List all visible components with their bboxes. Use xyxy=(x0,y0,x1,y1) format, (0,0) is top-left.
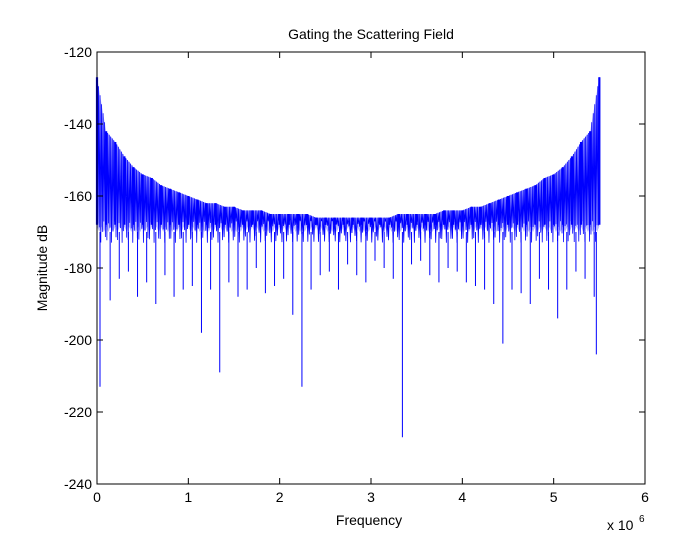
y-tick-label: -180 xyxy=(64,260,92,276)
x-tick-label: 0 xyxy=(93,489,101,505)
x-axis-multiplier-exponent: 6 xyxy=(639,514,645,525)
x-tick-label: 2 xyxy=(276,489,284,505)
y-tick-label: -140 xyxy=(64,116,92,132)
y-tick-label: -200 xyxy=(64,332,92,348)
y-tick-label: -160 xyxy=(64,188,92,204)
y-axis-label: Magnitude dB xyxy=(34,225,50,311)
x-axis-label: Frequency xyxy=(336,512,402,528)
plot-area xyxy=(95,77,601,438)
y-tick-label: -240 xyxy=(64,476,92,492)
axes: 0 1 2 3 4 5 6 -240 -220 -200 -180 -160 -140 -120 xyxy=(64,44,649,505)
axes-box xyxy=(96,51,646,485)
y-tick-label: -220 xyxy=(64,404,92,420)
x-tick-label: 3 xyxy=(367,489,375,505)
series-line xyxy=(96,77,600,243)
y-tick-label: -120 xyxy=(64,44,92,60)
x-tick-label: 6 xyxy=(641,489,649,505)
x-axis-multiplier: x 10 xyxy=(607,517,634,533)
signal-band xyxy=(97,77,600,232)
x-tick-label: 1 xyxy=(184,489,192,505)
x-tick-label: 5 xyxy=(550,489,558,505)
x-tick-label: 4 xyxy=(458,489,466,505)
chart-title: Gating the Scattering Field xyxy=(288,26,454,42)
